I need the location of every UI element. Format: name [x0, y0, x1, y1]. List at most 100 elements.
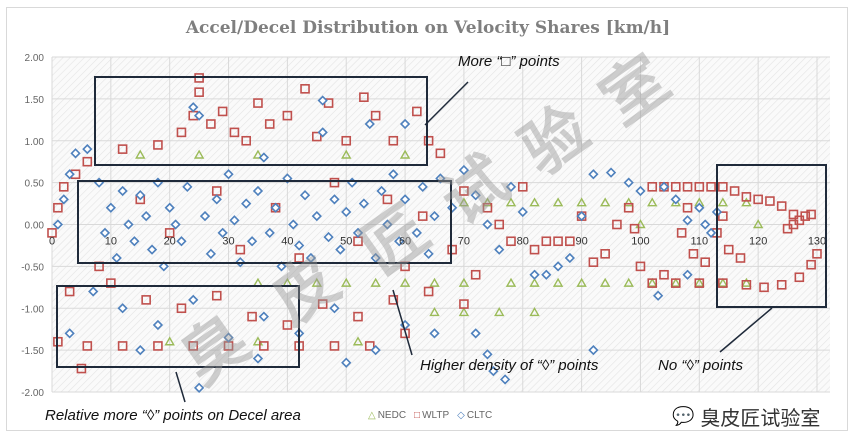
wltp-point: [153, 140, 163, 150]
wltp-point: [247, 311, 257, 322]
wltp-point: [706, 182, 716, 192]
nedc-point: [752, 219, 764, 229]
cltc-point: [193, 382, 205, 393]
cltc-point: [188, 294, 199, 306]
cltc-point: [264, 227, 275, 239]
wltp-point: [565, 236, 575, 247]
wltp-point: [264, 119, 275, 129]
wltp-point: [164, 228, 175, 238]
cltc-point: [470, 190, 481, 201]
nedc-point: [647, 277, 658, 287]
nedc-point: [164, 336, 175, 346]
nedc-point: [694, 277, 705, 287]
wltp-point: [765, 196, 775, 206]
wltp-point: [588, 257, 599, 267]
cltc-point: [341, 206, 352, 218]
cltc-point: [700, 219, 711, 230]
cltc-point: [258, 152, 269, 163]
y-tick-label: 1.50: [25, 95, 45, 106]
wltp-point: [682, 182, 693, 192]
wltp-point: [806, 259, 816, 270]
diamond-icon: ◇: [457, 410, 465, 421]
wltp-point: [718, 182, 728, 192]
wltp-point: [735, 253, 746, 263]
chart-title: Accel/Decel Distribution on Velocity Sha…: [185, 18, 671, 38]
cltc-point: [588, 344, 599, 356]
cltc-point: [623, 177, 634, 188]
wltp-point: [482, 202, 493, 213]
x-tick-label: 50: [340, 236, 352, 248]
x-tick-label: 30: [222, 236, 234, 248]
wltp-point: [82, 341, 93, 351]
cltc-point: [388, 169, 399, 180]
cltc-point: [288, 219, 299, 230]
arrow-higher-density: [392, 289, 413, 356]
cltc-point: [276, 261, 287, 272]
wltp-point: [194, 87, 204, 97]
nedc-point: [623, 197, 634, 207]
wltp-point: [682, 202, 693, 213]
cltc-point: [399, 194, 411, 205]
cltc-point: [223, 169, 234, 180]
wltp-point: [670, 182, 681, 192]
cltc-point: [152, 319, 164, 331]
wltp-point: [58, 182, 69, 192]
wltp-point: [694, 278, 705, 288]
wltp-point: [676, 228, 687, 238]
cltc-point: [705, 227, 717, 239]
cltc-point: [423, 248, 434, 259]
wltp-point: [235, 244, 246, 255]
wltp-point: [82, 156, 93, 167]
cltc-point: [88, 286, 99, 297]
cltc-point: [358, 198, 370, 209]
annotation-relative-more: Relative more “◊” points on Decel area: [45, 407, 301, 424]
annotation-no-cltc: No “◊” points: [658, 357, 743, 374]
cltc-point: [488, 365, 499, 377]
cltc-point: [335, 244, 346, 255]
cltc-point: [529, 269, 540, 280]
cltc-point: [658, 181, 670, 192]
cltc-point: [541, 269, 552, 280]
wltp-point: [206, 119, 216, 129]
wltp-point: [76, 363, 87, 374]
arrow-no-cltc: [719, 307, 773, 353]
wltp-point: [117, 341, 128, 351]
arrow-relative-more: [175, 371, 186, 403]
legend: △ NEDC □ WLTP ◇ CLTC: [368, 410, 492, 421]
x-tick-label: 60: [399, 236, 411, 248]
x-tick-label: 0: [49, 236, 55, 248]
wltp-point: [382, 194, 393, 205]
cltc-point: [135, 190, 146, 201]
cltc-point: [52, 219, 64, 230]
wltp-point: [312, 131, 322, 142]
nedc-point: [529, 197, 540, 207]
wltp-point: [723, 244, 734, 255]
cltc-point: [123, 219, 134, 230]
cltc-point: [694, 202, 705, 213]
wltp-point: [47, 228, 57, 238]
wltp-point: [776, 201, 787, 211]
cltc-point: [517, 206, 528, 218]
nedc-point: [552, 277, 564, 287]
cltc-point: [429, 210, 440, 222]
nedc-point: [482, 197, 493, 207]
legend-item-nedc: △ NEDC: [368, 410, 407, 421]
annotation-box-decel: [56, 285, 300, 368]
wltp-point: [176, 303, 187, 314]
x-tick-label: 70: [458, 236, 470, 248]
wechat-logo: 💬 臭皮匠试验室: [672, 406, 821, 430]
cltc-point: [294, 240, 305, 251]
cltc-point: [499, 374, 511, 385]
cltc-point: [329, 194, 340, 205]
cltc-point: [211, 194, 222, 205]
wltp-point: [647, 278, 658, 288]
x-tick-label: 10: [105, 236, 117, 248]
nedc-point: [717, 277, 729, 287]
cltc-point: [223, 332, 234, 343]
nedc-point: [341, 277, 352, 287]
nedc-point: [429, 307, 440, 317]
cltc-point: [117, 185, 128, 197]
wltp-point: [300, 84, 310, 94]
cltc-point: [146, 244, 158, 255]
